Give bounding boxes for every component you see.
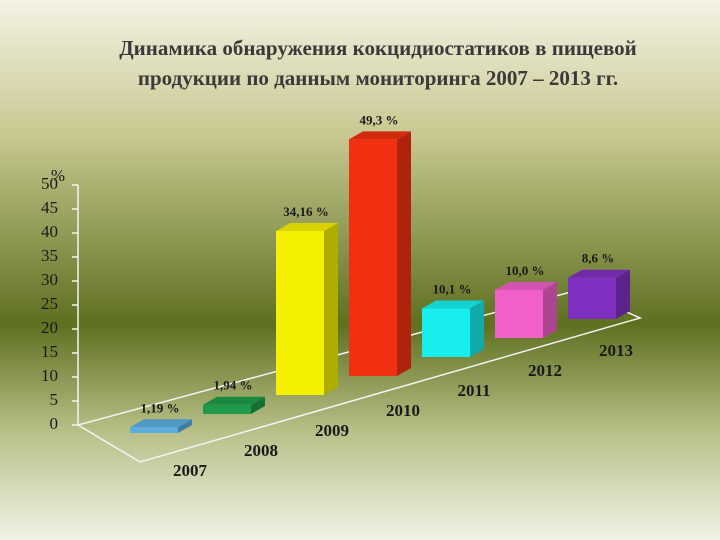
y-tick-label: 20: [41, 318, 58, 337]
x-tick-label: 2011: [457, 381, 490, 400]
value-label: 1,94 %: [214, 378, 253, 393]
x-tick-label: 2012: [528, 361, 562, 380]
y-tick-label: 5: [50, 390, 59, 409]
bar-side: [251, 396, 265, 414]
bar-side: [616, 269, 630, 319]
value-label: 34,16 %: [283, 204, 329, 219]
bar-top: [495, 282, 557, 290]
bar: [203, 404, 251, 414]
bar: [276, 231, 324, 395]
chart-title: продукции по данным мониторинга 2007 – 2…: [138, 66, 618, 90]
value-label: 10,1 %: [433, 282, 472, 297]
bar: [495, 290, 543, 338]
bar: [568, 277, 616, 319]
y-tick-label: 0: [50, 414, 59, 433]
value-label: 10,0 %: [506, 263, 545, 278]
bar-top: [203, 396, 265, 405]
bar-top: [130, 419, 192, 428]
bar-side: [543, 282, 557, 338]
y-tick-label: 30: [41, 270, 58, 289]
value-label: 1,19 %: [141, 400, 180, 415]
y-tick-label: 40: [41, 222, 58, 241]
y-tick-label: 45: [41, 198, 58, 217]
x-tick-label: 2008: [244, 441, 278, 460]
bar: [422, 308, 470, 357]
bar: [349, 139, 397, 376]
value-label: 49,3 %: [360, 112, 399, 127]
bar-top: [568, 269, 630, 278]
y-tick-label: 25: [41, 294, 58, 313]
bar-top: [422, 300, 484, 309]
y-tick-label: 50: [41, 174, 58, 193]
y-axis-label: %: [51, 166, 65, 185]
x-tick-label: 2009: [315, 421, 349, 440]
floor: [76, 289, 643, 463]
bar: [130, 427, 178, 433]
value-label: 8,6 %: [582, 251, 615, 266]
y-tick-label: 15: [41, 342, 58, 361]
bar-top: [349, 131, 411, 140]
bar-side: [470, 300, 484, 357]
bar-side: [178, 419, 192, 433]
x-tick-label: 2007: [173, 461, 208, 480]
chart-title: Динамика обнаружения кокцидиостатиков в …: [119, 36, 637, 60]
x-tick-label: 2013: [599, 341, 633, 360]
x-tick-label: 2010: [386, 401, 420, 420]
bar-side: [324, 223, 338, 395]
bar-side: [397, 131, 411, 376]
y-tick-label: 35: [41, 246, 58, 265]
y-tick-label: 10: [41, 366, 58, 385]
bar-top: [276, 223, 338, 232]
